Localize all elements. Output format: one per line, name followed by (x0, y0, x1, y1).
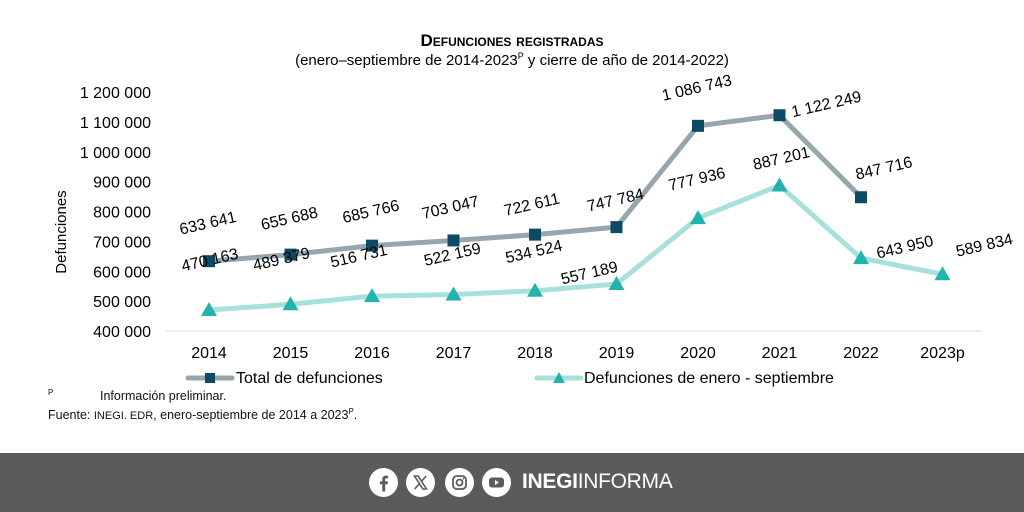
data-point (692, 119, 704, 132)
preliminary-mark: P (48, 388, 54, 397)
data-label: 722 611 (502, 191, 561, 220)
youtube-icon[interactable] (482, 468, 511, 497)
data-point (527, 282, 543, 297)
y-tick-label: 900 000 (93, 175, 151, 192)
legend-label: Total de defunciones (236, 370, 383, 387)
x-tick-label: 2023p (920, 345, 965, 362)
data-point (610, 221, 623, 234)
data-label: 747 784 (585, 186, 645, 216)
y-tick-label: 1 000 000 (80, 145, 151, 162)
source-text: , enero-septiembre de 2014 a 2023 (153, 408, 349, 423)
data-label: 589 834 (954, 231, 1014, 261)
preliminary-text: Información preliminar. (100, 389, 227, 403)
data-label: 847 716 (854, 154, 914, 184)
legend-label: Defunciones de enero - septiembre (584, 370, 834, 387)
data-label: 655 688 (259, 204, 319, 234)
data-point (284, 248, 297, 261)
brand-light: INFORMA (577, 470, 673, 493)
brand-bold: INEGI (522, 470, 578, 493)
x-tick-label: 2014 (191, 345, 227, 362)
source-sup: P (348, 407, 354, 416)
data-point (529, 228, 541, 241)
y-tick-label: 700 000 (93, 234, 151, 251)
facebook-icon[interactable] (369, 468, 398, 497)
source-end: . (353, 408, 358, 423)
data-point (366, 239, 378, 252)
chart-title: Defunciones registradas (420, 31, 603, 50)
footer-bar: INEGIINFORMA (0, 453, 1024, 512)
y-tick-label: 1 200 000 (80, 85, 151, 102)
y-tick-label: 400 000 (93, 324, 151, 341)
data-label: 470 163 (180, 246, 240, 276)
x-tick-label: 2021 (762, 345, 798, 362)
x-tick-label: 2016 (354, 345, 390, 362)
x-tick-label: 2022 (843, 345, 879, 362)
data-point (855, 191, 867, 204)
data-label: 534 524 (504, 238, 564, 268)
data-point (364, 288, 380, 303)
series-line (206, 182, 945, 313)
data-label: 703 047 (420, 193, 480, 223)
data-point (773, 109, 786, 122)
data-point (690, 210, 706, 225)
preliminary-note: P Información preliminar. (48, 388, 448, 403)
source-org: INEGI. EDR (93, 410, 154, 423)
y-tick-label: 500 000 (93, 294, 151, 311)
x-tick-label: 2019 (599, 345, 635, 362)
y-tick-label: 800 000 (93, 205, 151, 222)
data-label: 643 950 (875, 233, 935, 263)
source-label: Fuente: (48, 408, 91, 423)
x-tick-label: 2020 (680, 345, 716, 362)
data-label: 489 379 (251, 245, 311, 275)
data-point (201, 302, 217, 317)
data-point (771, 177, 788, 192)
source-note: Fuente: INEGI. EDR, enero-septiembre de … (48, 407, 548, 422)
legend-marker (205, 373, 215, 383)
y-axis-label: Defunciones (53, 190, 70, 273)
legend-marker (553, 372, 565, 383)
data-point (282, 296, 299, 311)
data-point (203, 255, 215, 268)
inegi-informa-logo: INEGIINFORMA (522, 470, 673, 494)
data-label: 887 201 (751, 144, 811, 174)
y-tick-label: 1 100 000 (80, 115, 151, 132)
data-point (447, 234, 460, 247)
data-label: 685 766 (341, 197, 401, 227)
data-point (934, 266, 951, 281)
data-label: 777 936 (667, 165, 727, 195)
line-chart: Defunciones registradas (enero–septiembr… (53, 31, 1015, 387)
instagram-icon[interactable] (445, 468, 474, 497)
data-label: 1 086 743 (660, 72, 733, 105)
y-tick-label: 600 000 (93, 264, 151, 281)
data-label: 633 641 (178, 209, 238, 239)
x-tick-label: 2015 (273, 345, 309, 362)
chart-subtitle: (enero–septiembre de 2014-2023P y cierre… (295, 51, 729, 69)
x-tick-label: 2017 (436, 345, 472, 362)
data-point (445, 286, 462, 301)
data-label: 1 122 249 (790, 89, 863, 122)
data-point (608, 276, 625, 291)
data-point (853, 250, 869, 265)
x-tick-label: 2018 (517, 345, 553, 362)
x-icon[interactable] (406, 468, 435, 497)
